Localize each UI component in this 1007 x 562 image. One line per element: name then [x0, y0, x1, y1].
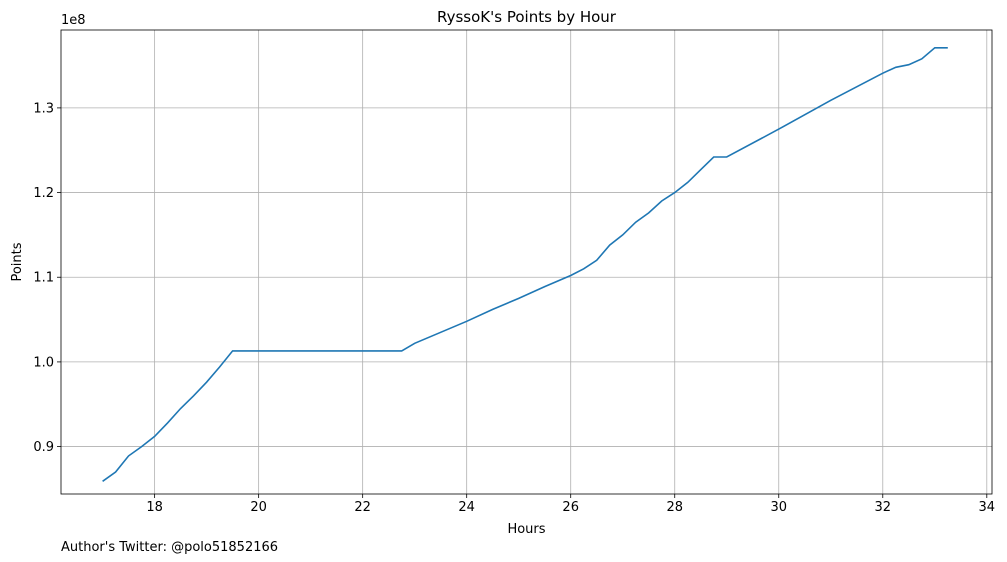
x-axis-label: Hours — [507, 522, 545, 537]
x-tick-label: 34 — [979, 500, 996, 515]
x-tick-label: 26 — [562, 500, 579, 515]
y-tick-label: 0.9 — [33, 440, 54, 455]
plot-frame — [60, 29, 993, 495]
y-tick-label: 1.1 — [33, 271, 54, 286]
grid — [61, 30, 992, 494]
y-tick-label: 1.3 — [33, 101, 54, 116]
series-line — [102, 47, 948, 482]
y-tick-label: 1.2 — [33, 186, 54, 201]
chart-title: RyssoK's Points by Hour — [437, 8, 617, 26]
x-tick-label: 30 — [770, 500, 787, 515]
x-tick-label: 22 — [354, 500, 371, 515]
x-tick-label: 20 — [250, 500, 267, 515]
y-axis-multiplier: 1e8 — [61, 13, 86, 28]
x-tick-label: 18 — [146, 500, 163, 515]
tick-labels: 18 20 22 24 26 28 30 32 34 0.9 1.0 1.1 1.2 1.3 — [33, 101, 995, 515]
x-tick-label: 28 — [666, 500, 683, 515]
x-tick-label: 32 — [875, 500, 892, 515]
y-tick-label: 1.0 — [33, 355, 54, 370]
footnote: Author's Twitter: @polo51852166 — [61, 540, 278, 555]
x-tick-label: 24 — [458, 500, 475, 515]
axis-ticks — [57, 107, 988, 498]
y-axis-label: Points — [10, 242, 25, 281]
